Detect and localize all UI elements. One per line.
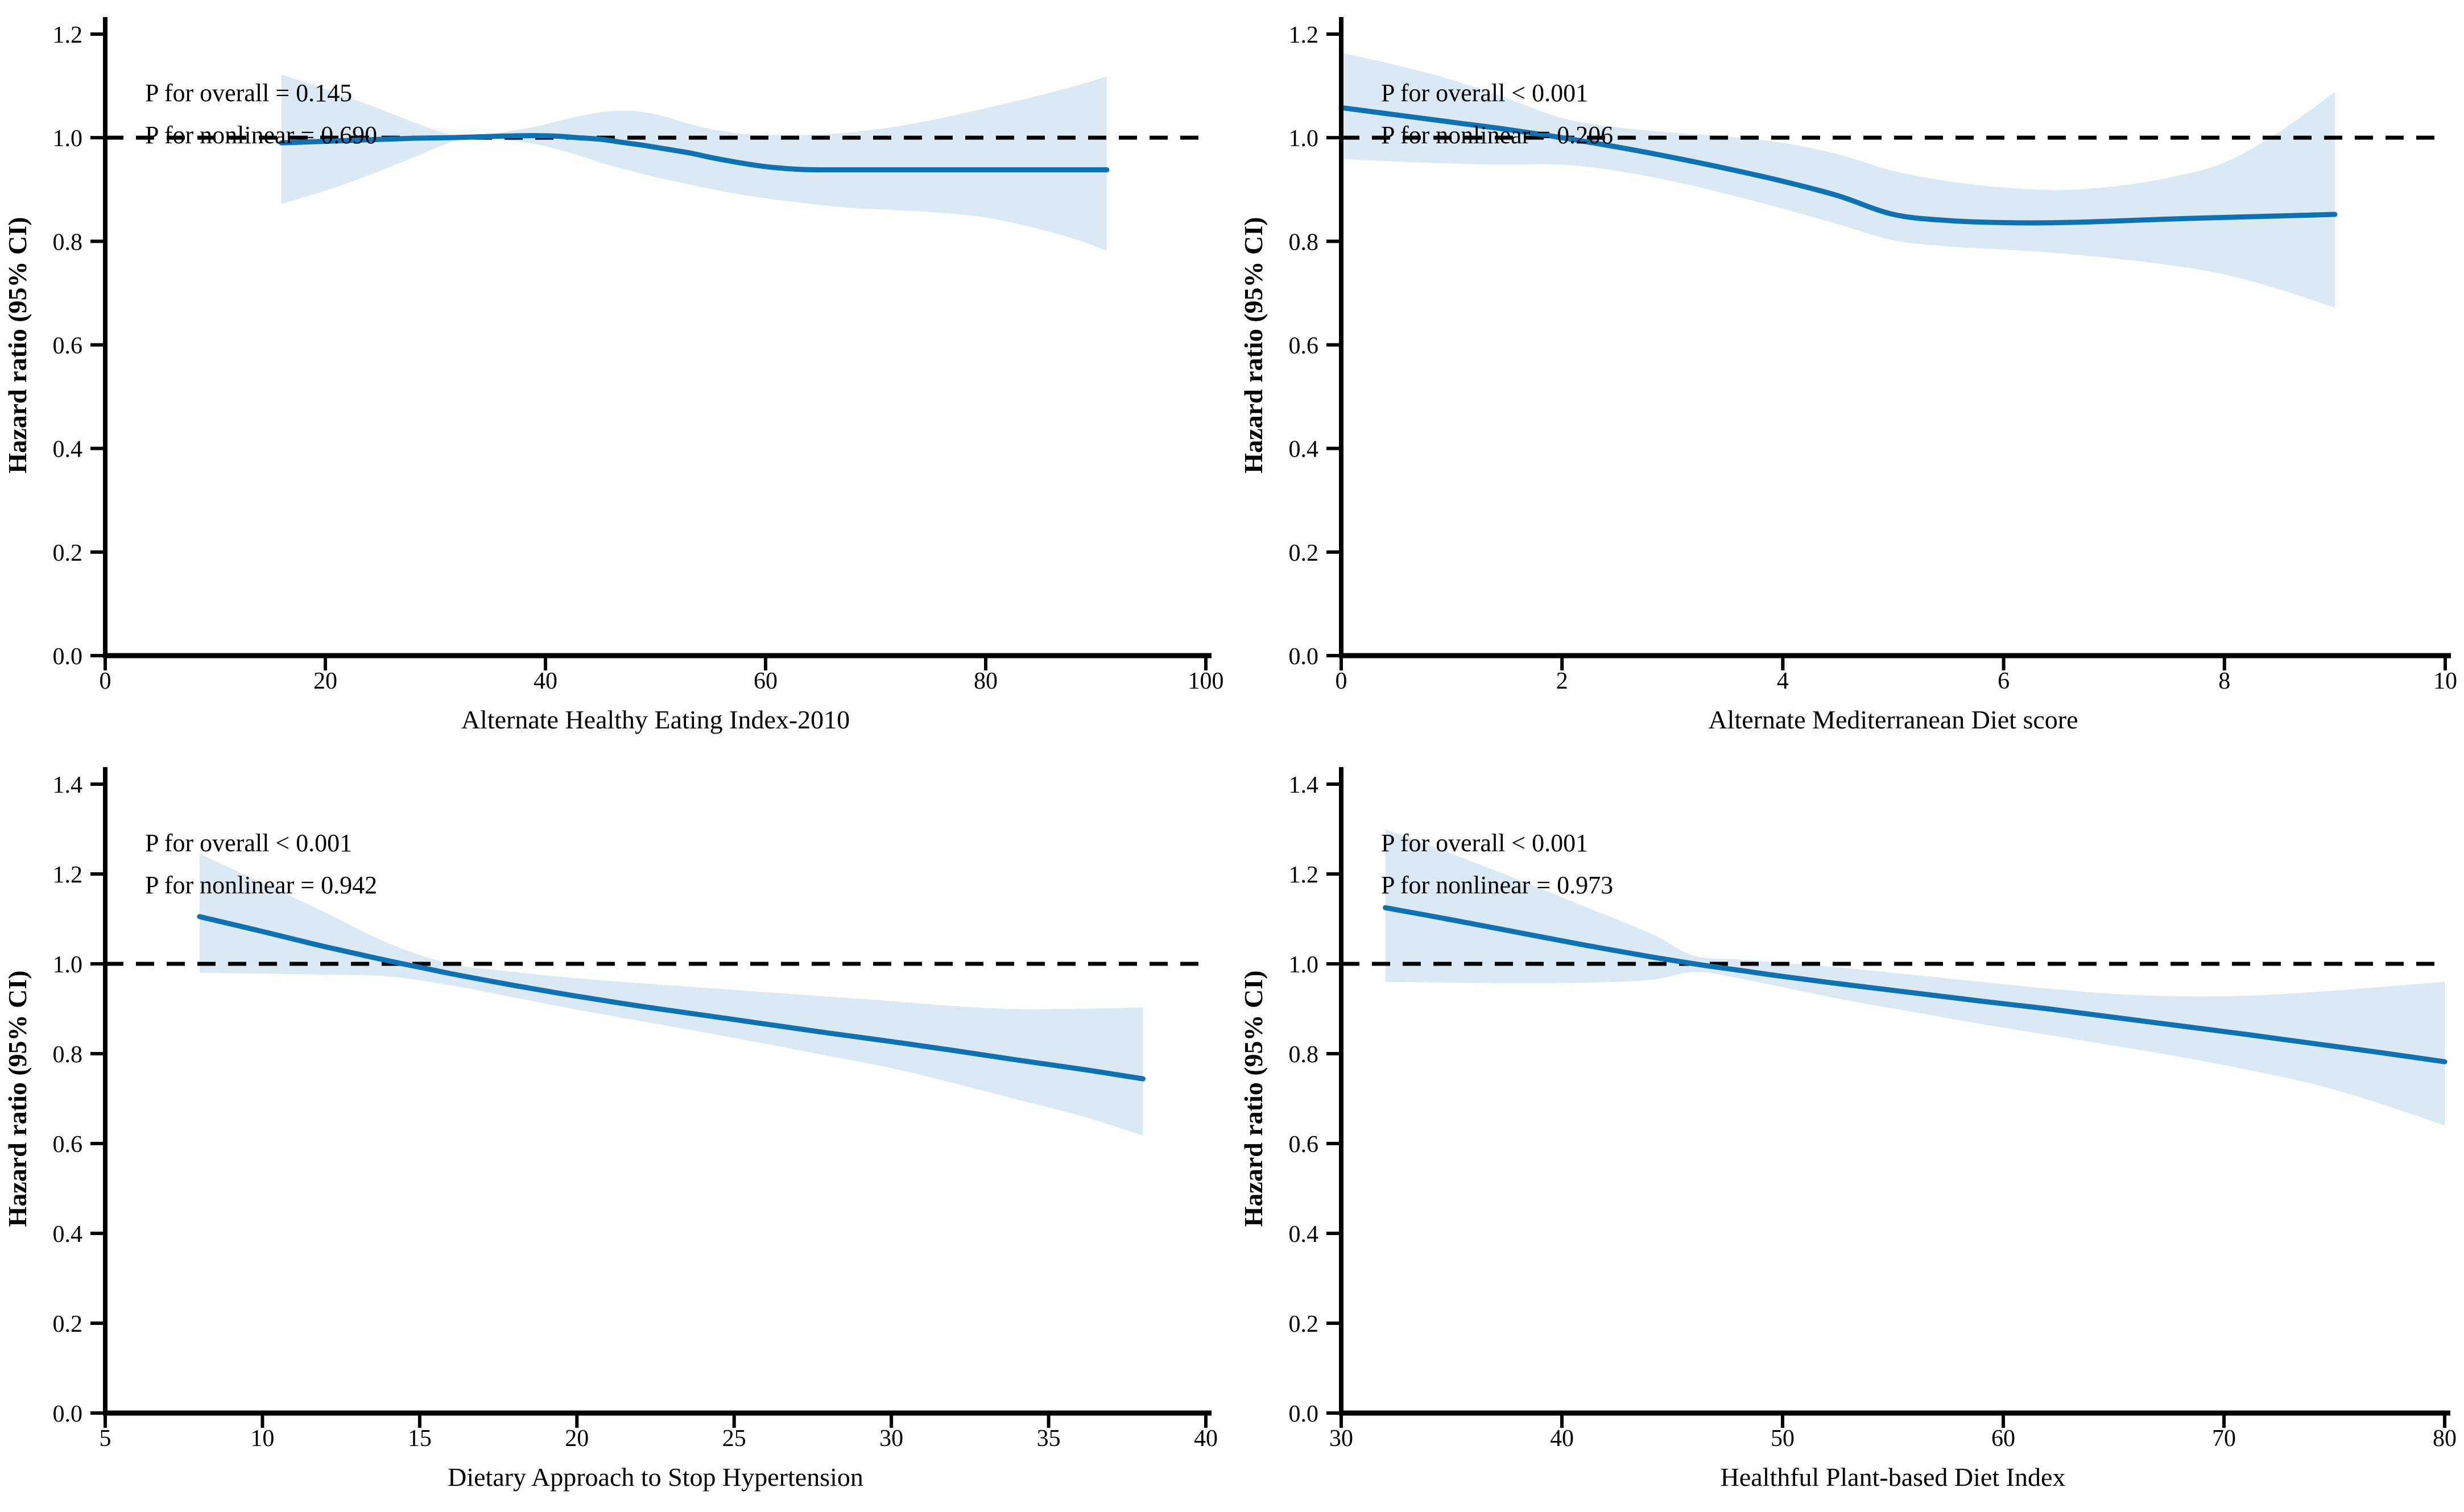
p-nonlinear-text: P for nonlinear = 0.942: [145, 871, 377, 899]
x-tick-label: 40: [1550, 1426, 1574, 1452]
amed-chart: 0 2 4 6 8 10 0.0 0.2 0.4 0.6 0.8 1.0 1.2 Alternate Me…: [1239, 17, 2457, 734]
panel-healthful-plant-based-diet-index: 30 40 50 60 70 80 0.0 0.2 0.4 0.6 0.8 1.0 1.2 1.4 Heal…: [1232, 756, 2464, 1512]
y-tick-label: 0.0: [1289, 1401, 1319, 1427]
y-tick-label: 1.0: [1289, 126, 1319, 152]
x-axis-title: Alternate Healthy Eating Index-2010: [461, 705, 850, 734]
y-tick-label: 0.6: [53, 1132, 83, 1158]
y-tick-label: 0.0: [1289, 644, 1319, 670]
y-tick-label: 1.0: [1289, 952, 1319, 978]
y-tick-label: 1.4: [53, 772, 83, 798]
x-tick-label: 80: [2433, 1426, 2457, 1452]
p-overall-text: P for overall < 0.001: [1381, 829, 1588, 857]
x-tick-label: 15: [408, 1426, 432, 1452]
hr-curve: [1383, 905, 2448, 1064]
y-tick-label: 0.2: [53, 1311, 83, 1337]
x-axis-title: Healthful Plant-based Diet Index: [1721, 1463, 2066, 1492]
y-tick-label: 0.6: [1289, 1132, 1319, 1158]
ci-band: [1385, 829, 2445, 1126]
y-tick-label: 1.0: [53, 126, 83, 152]
p-overall-text: P for overall < 0.001: [145, 829, 352, 857]
ci-band: [1341, 52, 2335, 308]
ci-band: [199, 854, 1143, 1136]
x-tick-label: 60: [754, 668, 778, 694]
y-tick-label: 0.4: [53, 1221, 83, 1248]
y-tick-label: 0.4: [53, 437, 83, 463]
x-tick-label: 8: [2218, 668, 2230, 694]
y-tick-label: 1.2: [1289, 862, 1319, 888]
panel-alternate-healthy-eating-index: 0 20 40 60 80 100 0.0 0.2 0.4 0.6 0.8 1.0 1.2 Alterna…: [0, 0, 1232, 756]
y-axis-title: Hazard ratio (95% CI): [1239, 971, 1268, 1227]
p-nonlinear-text: P for nonlinear = 0.690: [145, 121, 377, 149]
ahei-chart: 0 20 40 60 80 100 0.0 0.2 0.4 0.6 0.8 1.0 1.2 Alterna…: [3, 17, 1224, 734]
hpdi-chart: 30 40 50 60 70 80 0.0 0.2 0.4 0.6 0.8 1.0 1.2 1.4 Heal…: [1239, 767, 2457, 1492]
x-tick-label: 20: [313, 668, 337, 694]
x-axis-title: Dietary Approach to Stop Hypertension: [448, 1463, 863, 1492]
x-tick-label: 35: [1037, 1426, 1061, 1452]
x-tick-label: 100: [1188, 668, 1224, 694]
y-tick-label: 1.0: [53, 952, 83, 978]
p-nonlinear-text: P for nonlinear = 0.206: [1381, 121, 1613, 149]
p-overall-text: P for overall < 0.001: [1381, 79, 1588, 107]
y-tick-label: 0.8: [53, 229, 83, 255]
x-tick-label: 10: [2433, 668, 2457, 694]
y-tick-label: 0.4: [1289, 437, 1319, 463]
y-tick-label: 0.0: [53, 644, 83, 670]
p-nonlinear-text: P for nonlinear = 0.973: [1381, 871, 1613, 899]
y-axis-title: Hazard ratio (95% CI): [3, 217, 32, 474]
x-tick-label: 0: [1336, 668, 1347, 694]
panel-alternate-mediterranean-diet-score: 0 2 4 6 8 10 0.0 0.2 0.4 0.6 0.8 1.0 1.2 Alternate Me…: [1232, 0, 2464, 756]
y-tick-label: 0.6: [1289, 333, 1319, 359]
p-overall-text: P for overall = 0.145: [145, 79, 352, 107]
hr-curve: [279, 132, 1110, 173]
x-tick-label: 20: [565, 1426, 589, 1452]
x-axis-title: Alternate Mediterranean Diet score: [1708, 705, 2078, 734]
y-tick-label: 0.2: [1289, 540, 1319, 566]
panel-dietary-approach-to-stop-hypertension: 5 10 15 20 25 30 35 40 0.0 0.2 0.4 0.6 0.8 1.0 1.2 1.4 D…: [0, 756, 1232, 1512]
x-tick-label: 30: [879, 1426, 903, 1452]
y-tick-label: 1.2: [1289, 22, 1319, 48]
y-tick-label: 0.8: [1289, 1042, 1319, 1068]
y-tick-label: 0.6: [53, 333, 83, 359]
y-axis-title: Hazard ratio (95% CI): [1239, 217, 1268, 474]
x-tick-label: 5: [100, 1426, 111, 1452]
x-tick-label: 40: [534, 668, 557, 694]
y-tick-label: 0.2: [53, 540, 83, 566]
hr-curve: [1338, 105, 2338, 226]
x-tick-label: 2: [1556, 668, 1568, 694]
y-tick-label: 0.4: [1289, 1221, 1319, 1248]
y-tick-label: 0.8: [53, 1042, 83, 1068]
y-tick-label: 1.2: [53, 22, 83, 48]
x-tick-label: 50: [1771, 1426, 1795, 1452]
ci-band: [281, 74, 1107, 251]
y-tick-label: 1.4: [1289, 772, 1319, 798]
y-tick-label: 0.0: [53, 1401, 83, 1427]
y-tick-label: 0.2: [1289, 1311, 1319, 1337]
y-tick-label: 0.8: [1289, 229, 1319, 255]
x-tick-label: 25: [722, 1426, 746, 1452]
y-axis-title: Hazard ratio (95% CI): [3, 971, 32, 1227]
x-tick-label: 6: [1998, 668, 2010, 694]
x-tick-label: 10: [250, 1426, 274, 1452]
x-tick-label: 40: [1194, 1426, 1218, 1452]
x-tick-label: 0: [100, 668, 111, 694]
x-tick-label: 80: [974, 668, 998, 694]
dash-chart: 5 10 15 20 25 30 35 40 0.0 0.2 0.4 0.6 0.8 1.0 1.2 1.4 D…: [3, 767, 1218, 1492]
x-tick-label: 60: [1991, 1426, 2015, 1452]
x-tick-label: 30: [1329, 1426, 1353, 1452]
x-tick-label: 4: [1777, 668, 1789, 694]
x-tick-label: 70: [2212, 1426, 2236, 1452]
hr-curve: [197, 914, 1146, 1082]
y-tick-label: 1.2: [53, 862, 83, 888]
